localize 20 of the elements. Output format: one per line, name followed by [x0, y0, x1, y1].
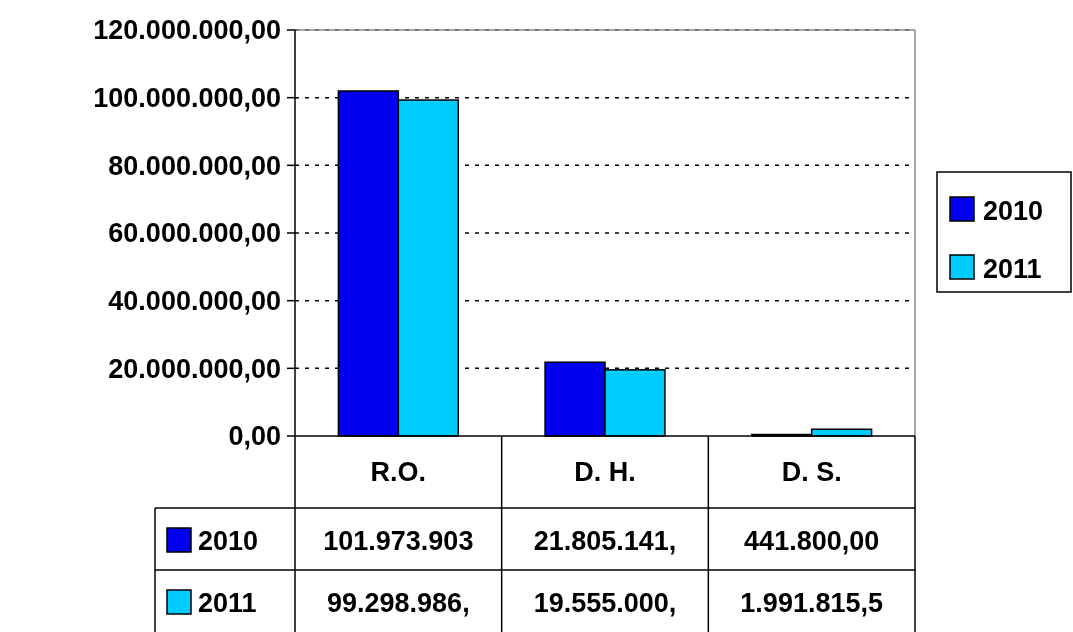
- legend-label: 2010: [198, 525, 259, 556]
- text: 2011: [198, 587, 257, 618]
- legend-label: 2011: [983, 253, 1042, 284]
- data-label: 101.973.903: [323, 525, 474, 556]
- y-tick-label: 100.000.000,00: [93, 83, 281, 114]
- data-label: 19.555.000,: [533, 587, 677, 618]
- y-tick-label: 60.000.000,00: [108, 218, 281, 249]
- y-tick-label: 120.000.000,00: [93, 15, 281, 46]
- data-label: 99.298.986,: [327, 587, 470, 618]
- x-tick-label: D. H.: [574, 457, 636, 488]
- x-tick-label: R.O.: [370, 457, 427, 488]
- data-label: 1.991.815,5: [740, 587, 883, 618]
- data-label: 21.805.141,: [533, 525, 677, 556]
- y-tick-label: 20.000.000,00: [108, 353, 281, 384]
- data-label: 441.800,00: [744, 525, 880, 556]
- text: 2010: [983, 195, 1044, 226]
- x-tick-label: D. S.: [781, 457, 842, 488]
- y-tick-label: 0,00: [228, 421, 281, 452]
- y-tick-label: 40.000.000,00: [108, 286, 281, 317]
- y-tick-label: 80.000.000,00: [108, 150, 281, 181]
